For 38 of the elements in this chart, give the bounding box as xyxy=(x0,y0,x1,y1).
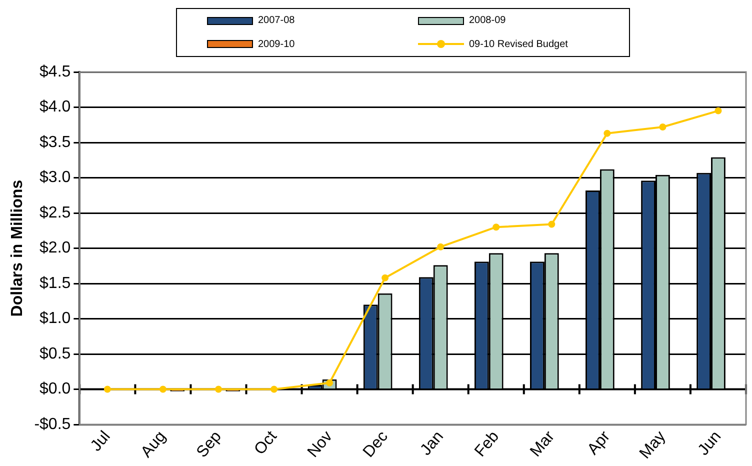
x-tick-label: Feb xyxy=(472,428,503,460)
y-tick-label: $2.0 xyxy=(40,240,71,257)
y-tick-label: $0.0 xyxy=(40,380,71,398)
x-tick-label: Jul xyxy=(88,428,114,455)
x-tick-label: Jan xyxy=(417,428,448,459)
point xyxy=(159,386,166,393)
y-tick-label: $3.5 xyxy=(40,134,71,151)
point xyxy=(437,243,444,250)
point xyxy=(382,274,389,282)
y-tick-label: $4.0 xyxy=(40,98,71,116)
point xyxy=(104,386,111,393)
legend-label: 2009-10 xyxy=(258,38,295,50)
point xyxy=(659,123,666,130)
legend-label: 09-10 Revised Budget xyxy=(469,38,568,50)
y-tick-label: $4.5 xyxy=(40,63,71,80)
y-tick-label: -$0.5 xyxy=(34,416,71,433)
x-tick-label: Aug xyxy=(138,428,170,461)
x-tick-label: Dec xyxy=(360,428,392,461)
legend-label: 2007-08 xyxy=(258,15,295,26)
y-tick-label: $0.5 xyxy=(40,345,71,362)
point xyxy=(604,130,611,137)
point xyxy=(214,386,222,393)
y-tick-label: $1.0 xyxy=(40,310,71,328)
x-tick-label: Jun xyxy=(695,428,725,459)
y-tick-label: $3.0 xyxy=(40,169,71,186)
y-axis-title: Dollars in Millions xyxy=(9,180,26,317)
legend-label: 2008-09 xyxy=(469,15,506,26)
x-tick-label: Mar xyxy=(527,428,559,460)
x-tick-label: Nov xyxy=(304,428,336,461)
point xyxy=(492,224,500,231)
point xyxy=(270,386,278,393)
y-tick-label: $1.5 xyxy=(40,274,71,292)
x-tick-label: Apr xyxy=(584,428,614,458)
x-tick-label: Sep xyxy=(194,428,225,461)
y-tick-label: $2.5 xyxy=(40,204,71,222)
point xyxy=(714,107,722,114)
point xyxy=(548,220,556,228)
x-tick-label: Oct xyxy=(251,428,281,458)
